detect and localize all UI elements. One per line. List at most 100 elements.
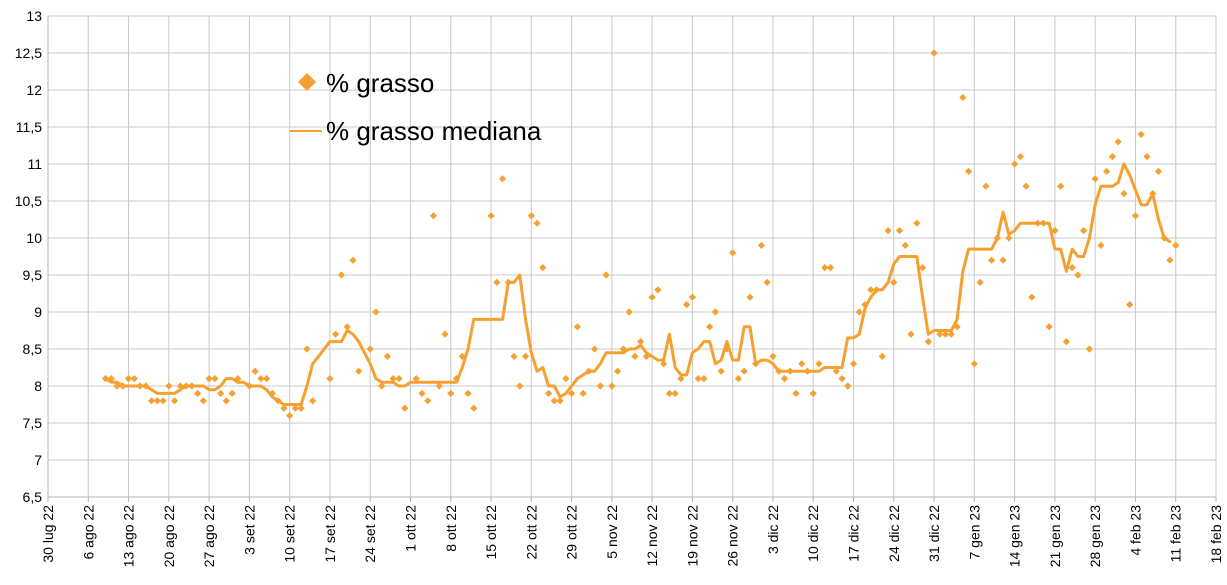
- data-point: [1085, 345, 1094, 353]
- data-point: [844, 382, 852, 390]
- data-point: [1108, 153, 1117, 161]
- data-point: [291, 404, 300, 412]
- data-point: [1051, 227, 1059, 235]
- legend-label-line: % grasso mediana: [326, 116, 542, 146]
- data-point: [1028, 293, 1036, 301]
- x-tick-label: 3 set 22: [241, 505, 257, 555]
- data-point: [694, 375, 702, 383]
- data-point: [1062, 338, 1071, 346]
- data-point: [188, 382, 196, 390]
- data-point: [1120, 190, 1128, 198]
- data-point: [688, 293, 697, 301]
- data-point: [1016, 153, 1024, 161]
- data-point: [263, 375, 271, 383]
- data-point: [631, 352, 639, 360]
- x-tick-label: 17 dic 22: [846, 505, 862, 562]
- data-point: [614, 367, 622, 375]
- x-tick-label: 28 gen 23: [1087, 505, 1103, 567]
- data-point: [1097, 241, 1105, 249]
- data-point: [217, 389, 225, 397]
- legend-label-points: % grasso: [326, 68, 434, 98]
- x-tick-label: 19 nov 22: [684, 505, 700, 567]
- data-point: [389, 375, 397, 383]
- x-tick-label: 22 ott 22: [523, 505, 539, 560]
- data-point: [907, 330, 915, 338]
- data-point: [199, 397, 207, 405]
- data-point: [274, 397, 282, 405]
- x-tick-label: 21 gen 23: [1047, 505, 1063, 567]
- data-point: [527, 212, 535, 220]
- data-point: [412, 375, 420, 383]
- data-point: [297, 404, 305, 412]
- data-point: [941, 330, 950, 338]
- y-tick-label: 7: [34, 452, 42, 468]
- data-point: [533, 219, 541, 227]
- data-point: [452, 375, 461, 383]
- x-tick-label: 18 feb 23: [1208, 505, 1224, 564]
- data-point: [1137, 130, 1145, 138]
- data-point: [159, 397, 167, 405]
- data-point: [337, 271, 346, 279]
- data-point: [366, 345, 374, 353]
- x-tick-label: 30 lug 22: [40, 505, 56, 563]
- data-point: [648, 293, 656, 301]
- x-tick-label: 13 ago 22: [121, 505, 137, 567]
- data-point: [303, 345, 311, 353]
- x-tick-label: 26 nov 22: [725, 505, 741, 567]
- data-point: [913, 219, 921, 227]
- series-line-group: [104, 162, 1172, 406]
- data-point: [809, 389, 817, 397]
- data-point: [107, 375, 115, 383]
- x-tick-label: 10 set 22: [282, 505, 298, 563]
- data-point: [964, 167, 973, 175]
- data-point: [562, 375, 570, 383]
- data-point: [343, 323, 351, 331]
- x-tick-labels: 30 lug 22 6 ago 22 13 ago 22 20 ago 22 27 ag…: [40, 505, 1224, 568]
- data-point: [1005, 234, 1013, 242]
- data-point: [861, 301, 869, 309]
- data-point: [826, 264, 835, 272]
- data-point: [458, 352, 466, 360]
- data-point: [596, 382, 604, 390]
- x-tick-label: 10 dic 22: [805, 505, 821, 562]
- data-point: [280, 404, 288, 412]
- data-point: [884, 227, 892, 235]
- series-points-group: [101, 49, 1180, 420]
- data-point: [424, 397, 432, 405]
- data-point: [372, 308, 380, 316]
- data-point: [798, 360, 806, 368]
- data-point: [763, 278, 771, 286]
- data-point: [924, 338, 932, 346]
- data-point: [1166, 256, 1174, 264]
- data-point: [1160, 234, 1168, 242]
- data-point: [205, 375, 213, 383]
- data-point: [147, 397, 156, 405]
- y-tick-label: 9: [34, 304, 42, 320]
- data-point: [780, 375, 789, 383]
- data-point: [752, 360, 760, 368]
- y-tick-label: 11: [27, 156, 42, 172]
- data-point: [113, 382, 121, 390]
- data-point: [142, 382, 150, 390]
- data-point: [637, 338, 645, 346]
- median-line: [104, 162, 1172, 406]
- x-tick-label: 7 gen 23: [966, 505, 982, 560]
- legend-diamond-icon: [298, 73, 316, 91]
- data-point: [746, 293, 754, 301]
- data-point: [441, 330, 449, 338]
- data-point: [521, 352, 530, 360]
- data-point: [821, 264, 829, 272]
- data-point: [101, 375, 110, 383]
- data-point: [332, 330, 340, 338]
- data-point: [119, 382, 127, 390]
- y-tick-label: 8,5: [23, 341, 43, 357]
- y-tick-label: 13: [26, 8, 42, 24]
- data-point: [786, 367, 794, 375]
- x-tick-label: 27 ago 22: [201, 505, 217, 567]
- data-point: [1057, 182, 1065, 190]
- x-tick-label: 14 gen 23: [1007, 505, 1023, 567]
- grid: [47, 15, 1217, 502]
- data-point: [717, 367, 725, 375]
- data-point: [591, 345, 599, 353]
